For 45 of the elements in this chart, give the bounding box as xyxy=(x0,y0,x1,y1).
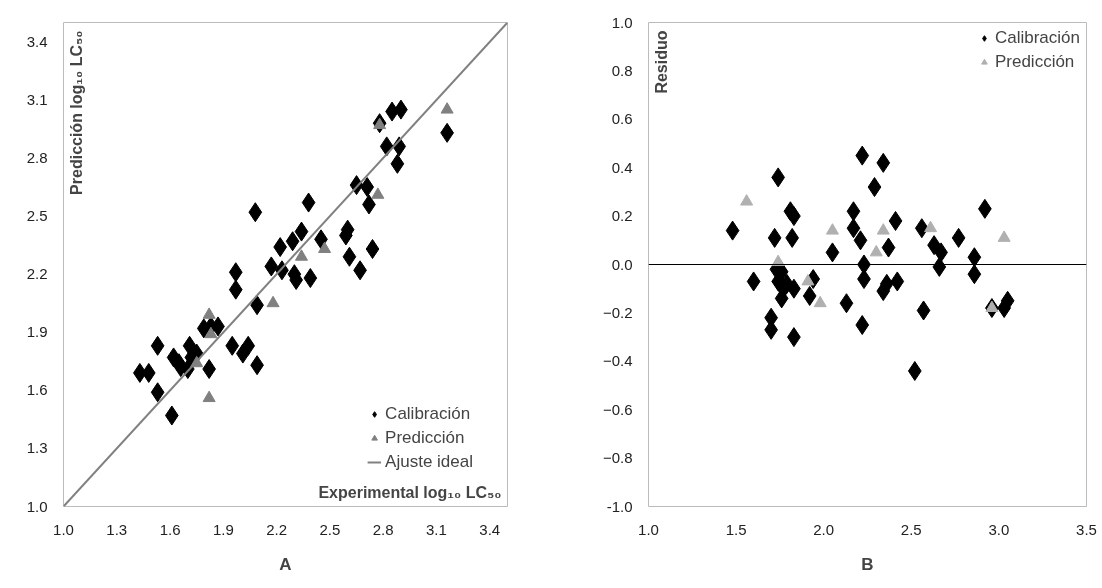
y-tick-label: 1.9 xyxy=(26,323,48,341)
y-tick-label: −0.6 xyxy=(602,400,633,418)
legend-label: Calibración xyxy=(385,404,471,424)
y-axis-title: Predicción log₁₀ LC₅₀ xyxy=(67,30,85,195)
x-tick-label: 2.2 xyxy=(266,520,288,538)
text: A xyxy=(279,554,292,574)
y-tick-label: 2.2 xyxy=(26,265,48,283)
y-tick-label: 1.0 xyxy=(26,497,48,515)
y-tick-label: 2.8 xyxy=(26,149,48,167)
y-tick-label: −0.8 xyxy=(602,449,633,467)
text: B xyxy=(861,554,874,574)
y-tick-label: -1.0 xyxy=(606,497,633,515)
x-tick-label: 1.3 xyxy=(106,520,128,538)
y-tick-label: 2.5 xyxy=(26,207,48,225)
x-tick-label: 1.5 xyxy=(725,520,747,538)
legend-label: Calibración xyxy=(994,28,1080,48)
legend-label: Predicción xyxy=(994,52,1075,72)
y-axis-title: Residuo xyxy=(652,30,670,94)
x-tick-label: 3.5 xyxy=(1076,520,1097,538)
y-tick-label: 1.6 xyxy=(26,381,48,399)
y-tick-label: 0.2 xyxy=(611,207,633,225)
y-tick-label: 1.3 xyxy=(26,439,48,457)
x-tick-label: 3.1 xyxy=(426,520,447,538)
x-tick-label: 2.5 xyxy=(319,520,341,538)
x-tick-label: 2.8 xyxy=(372,520,394,538)
legend-label: Ajuste ideal xyxy=(385,452,473,472)
y-tick-label: 1.0 xyxy=(611,13,633,31)
y-tick-label: −0.2 xyxy=(602,303,633,321)
y-tick-label: 0.0 xyxy=(611,255,633,273)
y-tick-label: 0.6 xyxy=(611,110,633,128)
x-tick-label: 3.4 xyxy=(479,520,501,538)
y-tick-label: 0.8 xyxy=(611,61,633,79)
x-tick-label: 1.6 xyxy=(159,520,181,538)
x-tick-label: 2.0 xyxy=(813,520,835,538)
legend-label: Predicción xyxy=(385,428,465,448)
x-tick-label: 1.9 xyxy=(212,520,234,538)
x-tick-label: 2.5 xyxy=(900,520,922,538)
y-tick-label: 3.4 xyxy=(26,32,48,50)
x-tick-label: 1.0 xyxy=(638,520,659,538)
y-tick-label: 3.1 xyxy=(26,90,48,108)
y-tick-label: −0.4 xyxy=(602,352,633,370)
x-tick-label: 3.0 xyxy=(988,520,1010,538)
y-tick-label: 0.4 xyxy=(611,158,633,176)
x-axis-title: Experimental log₁₀ LC₅₀ xyxy=(318,483,502,501)
x-tick-label: 1.0 xyxy=(53,520,74,538)
